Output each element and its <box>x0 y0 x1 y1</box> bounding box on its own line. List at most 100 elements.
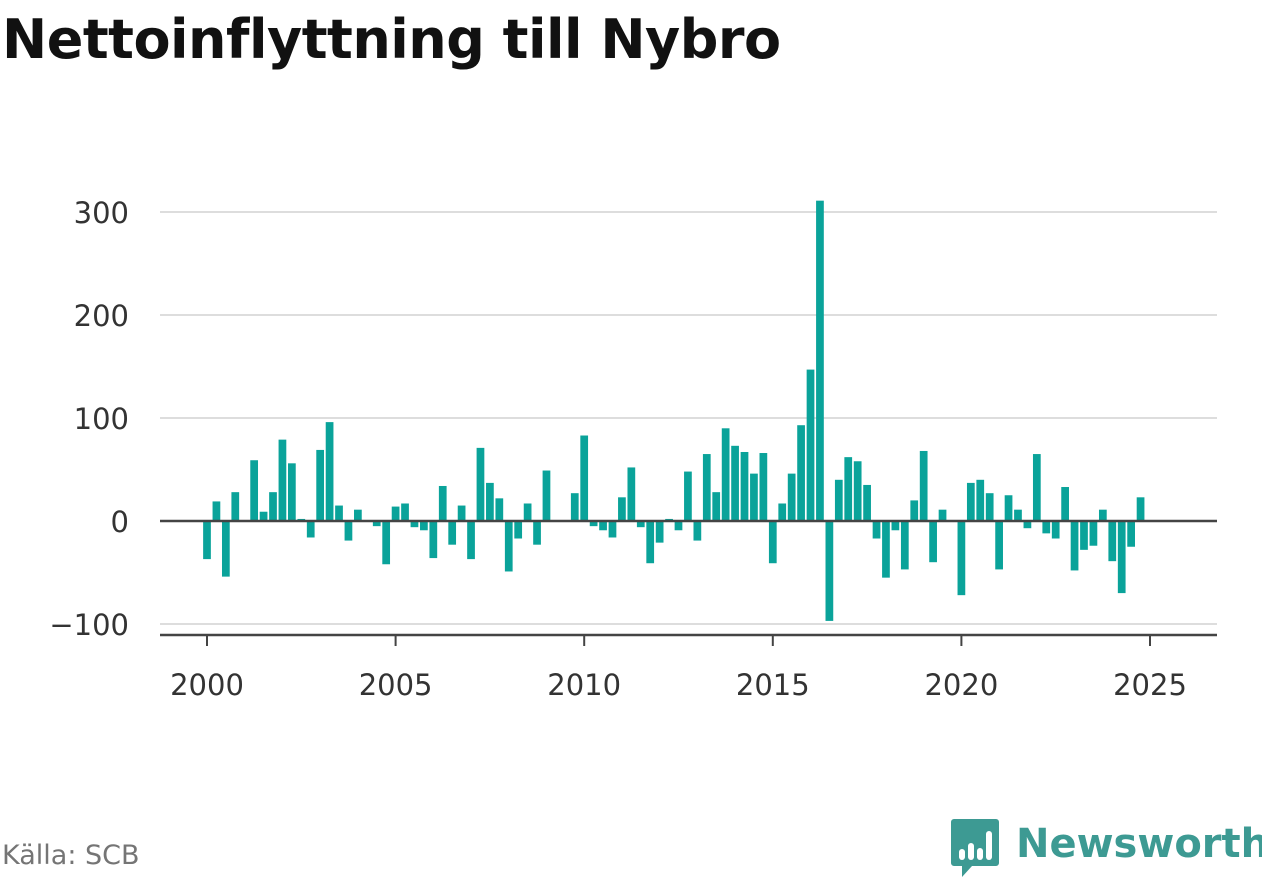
bar-2013-q3 <box>712 492 721 521</box>
bar-2007-q1 <box>467 521 475 560</box>
x-tick-label: 2005 <box>359 668 433 702</box>
bar-2018-q4 <box>910 500 919 521</box>
bar-2023-q4 <box>1098 509 1107 521</box>
bar-2016-q2 <box>816 200 824 522</box>
bar-2011-q1 <box>618 497 626 521</box>
bar-2005-q4 <box>420 521 428 531</box>
bar-2003-q4 <box>344 521 353 541</box>
bar-2011-q2 <box>627 467 636 521</box>
bar-chart-speech-bubble-icon <box>951 819 999 877</box>
x-tick-label: 2010 <box>547 668 621 702</box>
bar-2012-q3 <box>674 521 683 531</box>
bar-2021-q1 <box>995 521 1003 570</box>
bar-2014-q4 <box>759 453 768 521</box>
y-axis-tick-labels: −100 0 100 200 300 <box>49 196 129 642</box>
bar-2019-q1 <box>919 450 928 521</box>
bar-2016-q1 <box>806 369 815 521</box>
bar-2003-q3 <box>335 505 343 521</box>
bar-2010-q3 <box>599 521 607 531</box>
x-tick-label: 2000 <box>170 668 244 702</box>
bar-2015-q2 <box>778 503 787 521</box>
bar-2008-q1 <box>504 521 513 572</box>
y-tick-label: −100 <box>49 608 129 642</box>
bar-2009-q4 <box>570 493 579 521</box>
bar-2014-q1 <box>731 445 739 521</box>
bar-2011-q3 <box>636 521 645 528</box>
bar-2003-q1 <box>316 449 325 521</box>
x-tick-label: 2025 <box>1113 668 1187 702</box>
bar-2002-q4 <box>306 521 315 538</box>
bar-2017-q2 <box>853 461 862 521</box>
bar-2021-q3 <box>1014 509 1022 521</box>
bar-2019-q3 <box>938 509 947 521</box>
bar-2012-q1 <box>655 521 664 543</box>
bar-2023-q3 <box>1089 521 1098 546</box>
gridlines <box>160 211 1217 625</box>
bar-2000-q4 <box>231 492 240 521</box>
bar-2022-q3 <box>1051 521 1060 539</box>
bar-2014-q3 <box>750 473 758 521</box>
bar-2005-q2 <box>401 503 409 521</box>
bar-2022-q1 <box>1032 454 1041 521</box>
bar-2016-q4 <box>834 479 843 521</box>
bar-2024-q4 <box>1136 497 1145 521</box>
bar-2020-q2 <box>966 482 975 521</box>
bar-2006-q2 <box>438 485 447 521</box>
bars <box>203 200 1145 621</box>
bar-2000-q3 <box>221 521 230 577</box>
source-label: Källa: SCB <box>2 840 140 871</box>
bar-2008-q4 <box>533 521 541 545</box>
bar-2024-q1 <box>1108 521 1117 562</box>
bar-2011-q4 <box>646 521 655 564</box>
bar-2019-q2 <box>929 521 937 563</box>
bar-2016-q3 <box>825 521 834 621</box>
bar-2015-q3 <box>787 473 796 521</box>
bar-2018-q3 <box>900 521 909 570</box>
bar-2012-q4 <box>684 471 692 521</box>
bar-2010-q1 <box>580 435 589 521</box>
bar-2009-q1 <box>542 470 551 521</box>
bar-2007-q4 <box>495 498 504 521</box>
bar-2006-q3 <box>448 521 457 545</box>
bar-chart: −100 0 100 200 300 2000 2005 2010 2015 2020 2025 <box>49 196 1217 702</box>
bar-2006-q1 <box>429 521 438 559</box>
bar-2005-q3 <box>410 521 419 528</box>
bar-2002-q1 <box>278 439 287 521</box>
bar-2020-q4 <box>985 493 994 521</box>
bar-2017-q1 <box>844 457 853 521</box>
bar-2024-q3 <box>1127 521 1135 547</box>
bar-2020-q3 <box>976 479 985 521</box>
bar-2013-q2 <box>702 454 711 521</box>
bar-2010-q2 <box>589 521 598 527</box>
bar-2014-q2 <box>740 451 749 521</box>
bar-2020-q1 <box>957 521 966 596</box>
bar-2010-q4 <box>608 521 617 538</box>
bar-2022-q2 <box>1042 521 1051 534</box>
page-title: Nettoinflyttning till Nybro <box>2 8 781 71</box>
bar-2022-q4 <box>1061 487 1069 521</box>
bar-2000-q2 <box>212 501 221 521</box>
bar-2013-q1 <box>693 521 702 541</box>
bar-2000-q1 <box>203 521 211 560</box>
bar-2007-q3 <box>486 482 494 521</box>
bar-2003-q2 <box>325 422 334 521</box>
bar-2013-q4 <box>721 428 730 521</box>
bar-2017-q4 <box>872 521 881 539</box>
bar-2001-q2 <box>250 460 259 521</box>
bar-2018-q2 <box>891 521 900 531</box>
bar-2008-q2 <box>514 521 523 539</box>
bar-2004-q4 <box>382 521 391 565</box>
x-axis-tick-labels: 2000 2005 2010 2015 2020 2025 <box>170 668 1187 702</box>
x-tick-label: 2020 <box>924 668 998 702</box>
bar-2017-q3 <box>863 484 871 521</box>
axes <box>160 519 1217 646</box>
x-tick-label: 2015 <box>736 668 810 702</box>
bar-2001-q3 <box>259 511 268 521</box>
y-tick-label: 0 <box>111 505 129 539</box>
y-tick-label: 200 <box>74 299 129 333</box>
bar-2007-q2 <box>476 447 485 521</box>
bar-2002-q2 <box>288 463 296 521</box>
bar-2024-q2 <box>1117 521 1126 594</box>
brand-name: Newsworthy <box>1016 821 1262 867</box>
bar-2004-q1 <box>354 509 362 521</box>
